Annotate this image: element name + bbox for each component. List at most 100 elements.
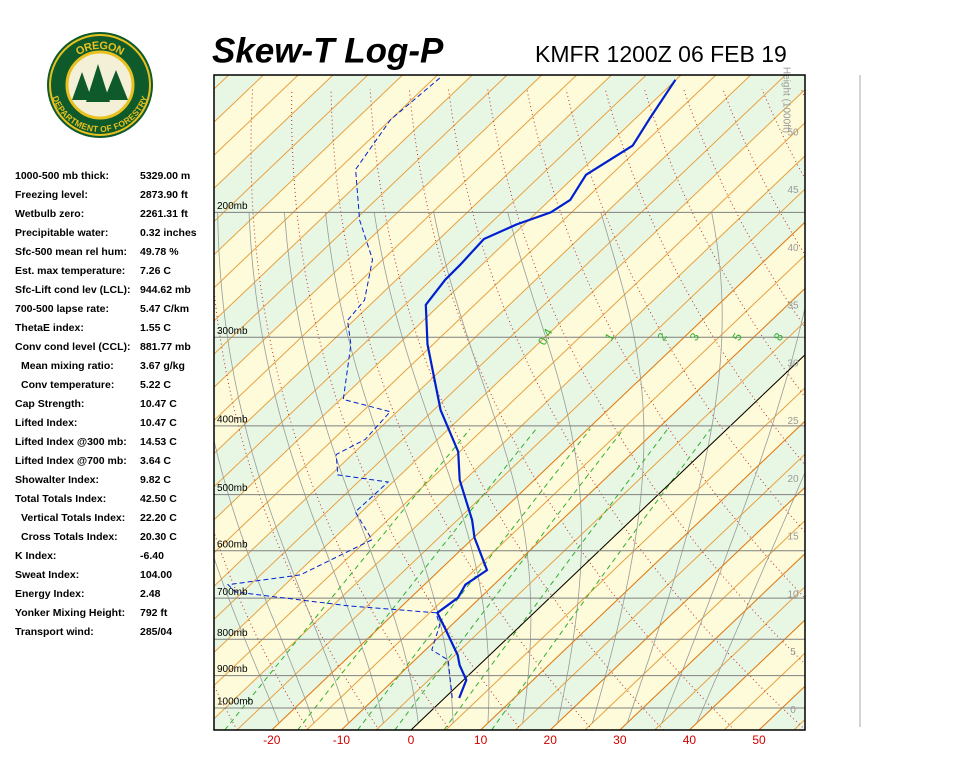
stat-label: Sweat Index:: [15, 569, 79, 581]
isotherm: [214, 75, 612, 455]
stat-value: 1.55 C: [140, 322, 171, 334]
isotherm: [515, 453, 805, 730]
logo-trees: [72, 64, 128, 102]
stat-value: -6.40: [140, 550, 164, 562]
stat-value: 285/04: [140, 626, 172, 638]
stat-value: 22.20 C: [140, 512, 177, 524]
isotherm: [584, 519, 805, 730]
mixing-ratio-line: [224, 428, 471, 730]
isotherm-grid: [410, 354, 805, 730]
stat-label: 1000-500 mb thick:: [15, 170, 109, 182]
isotherm-grid: [341, 287, 805, 730]
stat-value: 10.47 C: [140, 398, 177, 410]
moist-adiabat: [284, 212, 419, 724]
stat-value: 104.00: [140, 569, 172, 581]
moist-adiabat: [661, 306, 805, 724]
stat-label: Mean mixing ratio:: [21, 360, 114, 372]
stat-value: 3.64 C: [140, 455, 171, 467]
isotherm: [214, 75, 334, 190]
isotherm: [214, 75, 682, 521]
plot: [214, 77, 805, 730]
isotherm: [236, 188, 805, 730]
stat-value: 42.50 C: [140, 493, 177, 505]
isotherm: [214, 75, 647, 488]
y-tick-label: 300mb: [217, 326, 248, 337]
isotherm: [793, 718, 805, 730]
chart-title: Skew-T Log-P: [212, 31, 444, 70]
isotherm: [214, 75, 403, 256]
moist-adiabat: [696, 471, 805, 724]
x-tick-label: 40: [683, 733, 697, 747]
logo: OREGON DEPARTMENT OF FORESTRY: [47, 32, 153, 138]
stat-value: 49.78 %: [140, 246, 179, 258]
stat-label: Est. max temperature:: [15, 265, 125, 277]
stat-label: Vertical Totals Index:: [21, 512, 125, 524]
stat-label: 700-500 lapse rate:: [15, 303, 109, 315]
height-tick-label: 40: [787, 243, 799, 254]
stat-label: Wetbulb zero:: [15, 208, 84, 220]
height-tick-label: 30: [787, 358, 799, 369]
dry-adiabat: [800, 88, 805, 99]
moist-adiabat: [373, 212, 490, 724]
height-tick-label: 0: [790, 705, 796, 716]
stat-value: 10.47 C: [140, 417, 177, 429]
x-tick-label: 50: [752, 733, 766, 747]
dry-adiabat: [840, 89, 960, 730]
stat-value: 20.30 C: [140, 531, 177, 543]
height-tick-label: 15: [787, 532, 799, 543]
chart-subtitle: KMFR 1200Z 06 FEB 19: [535, 41, 787, 67]
isotherm: [214, 155, 805, 720]
stat-value: 944.62 mb: [140, 284, 191, 296]
isotherm: [375, 320, 805, 730]
stat-value: 5.47 C/km: [140, 303, 189, 315]
height-tick-label: 10: [787, 589, 799, 600]
isotherm: [306, 254, 805, 730]
stat-value: 792 ft: [140, 607, 168, 619]
mixing-ratio-line: [394, 428, 625, 730]
moist-adiabat: [507, 212, 582, 724]
isotherm: [214, 75, 752, 587]
stat-label: Yonker Mixing Height:: [15, 607, 125, 619]
stat-value: 3.67 g/kg: [140, 360, 185, 372]
stat-value: 7.26 C: [140, 265, 171, 277]
isotherm-grid: [689, 619, 805, 730]
isotherm-grid: [619, 552, 805, 730]
moist-adiabat: [214, 439, 315, 724]
isotherm: [214, 75, 438, 289]
isotherm: [829, 75, 960, 730]
stat-value: 881.77 mb: [140, 341, 191, 353]
stat-value: 0.32 inches: [140, 227, 197, 239]
stat-value: 14.53 C: [140, 436, 177, 448]
stat-label: Freezing level:: [15, 189, 88, 201]
stat-value: 9.82 C: [140, 474, 171, 486]
dry-adiabat: [330, 89, 593, 730]
plot-frame: [213, 74, 806, 731]
dry-adiabat: [919, 89, 960, 730]
stat-value: 5.22 C: [140, 379, 171, 391]
dewpoint-line: [226, 77, 453, 699]
stat-label: Cross Totals Index:: [21, 531, 118, 543]
band: [829, 75, 960, 730]
y-tick-label: 1000mb: [217, 697, 254, 708]
x-tick-label: 30: [613, 733, 627, 747]
x-tick-label: 10: [474, 733, 488, 747]
stat-value: 5329.00 m: [140, 170, 190, 182]
isotherm: [214, 75, 543, 388]
isotherm: [214, 75, 717, 554]
isotherm: [214, 122, 805, 687]
y-tick-label: 800mb: [217, 628, 248, 639]
height-tick-label: 35: [787, 301, 799, 312]
logo-rim: [49, 34, 151, 136]
mixing-ratio-line: [443, 428, 669, 730]
stat-value: 2261.31 ft: [140, 208, 188, 220]
stat-label: Conv cond level (CCL):: [15, 341, 131, 353]
height-axis-label: Height (1000ft): [780, 67, 791, 133]
dry-adiabat: [487, 89, 805, 665]
stat-label: Sfc-Lift cond lev (LCL):: [15, 284, 131, 296]
stat-value: 2.48: [140, 588, 161, 600]
isotherm: [863, 75, 960, 730]
height-tick-label: 20: [787, 474, 799, 485]
mixing-ratio-line: [297, 428, 537, 730]
moist-adiabat: [626, 212, 723, 724]
